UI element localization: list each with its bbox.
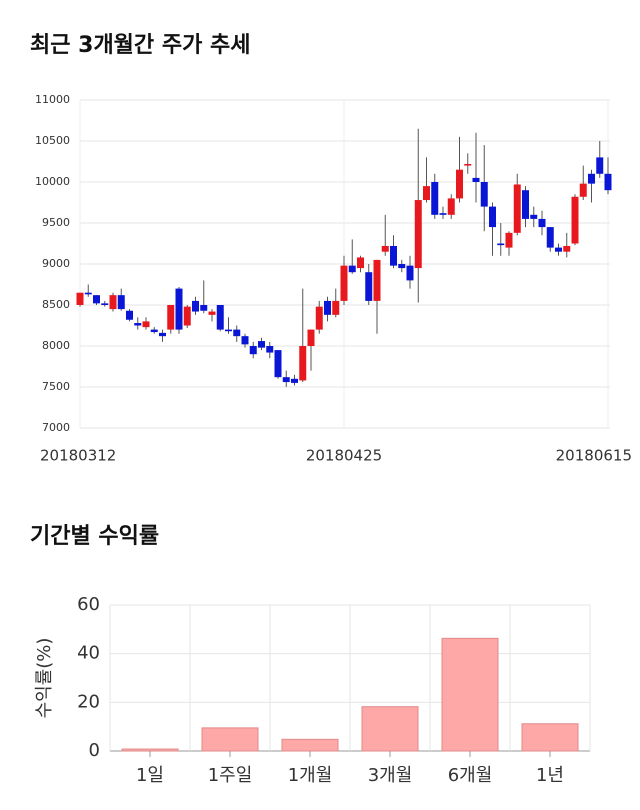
x-tick-label: 1년 <box>536 765 564 786</box>
candle-body <box>398 264 406 269</box>
candle-body <box>596 157 604 174</box>
candle-body <box>134 323 142 326</box>
candle-body <box>200 305 208 311</box>
candle-body <box>117 295 125 310</box>
candle-body <box>439 213 447 215</box>
candle-body <box>505 232 513 248</box>
candle-body <box>159 332 166 337</box>
y-tick-label: 0 <box>89 740 100 761</box>
candle-body <box>84 292 92 295</box>
candle-body <box>93 295 100 304</box>
candle-body <box>332 300 340 315</box>
candle-body <box>109 295 117 310</box>
candle-body <box>233 329 241 337</box>
y-tick-label: 11000 <box>35 93 70 106</box>
candle-body <box>365 272 373 301</box>
candle-body <box>291 378 298 383</box>
candle-body <box>324 300 331 315</box>
candle-body <box>571 196 579 244</box>
candle-body <box>390 245 397 266</box>
candle-body <box>208 311 216 315</box>
candle-body <box>588 173 595 184</box>
bar <box>521 723 579 752</box>
candle-body <box>348 265 356 273</box>
y-tick-label: 20 <box>77 691 100 712</box>
candle-body <box>579 183 587 197</box>
candle-body <box>282 377 290 383</box>
candle-body <box>216 305 224 330</box>
candle-body <box>258 341 265 348</box>
bar <box>281 738 339 752</box>
candle-body <box>414 200 422 269</box>
candle-body <box>513 184 521 233</box>
bar <box>361 706 419 752</box>
candle-body <box>472 177 480 182</box>
bar <box>441 637 499 752</box>
candle-body <box>192 300 199 312</box>
candle-body <box>225 329 232 332</box>
x-tick-label: 1주일 <box>208 765 253 786</box>
candle-body <box>555 247 562 252</box>
y-tick-label: 9500 <box>42 216 70 229</box>
candle-body <box>464 163 472 166</box>
candle-body <box>183 306 191 326</box>
candle-body <box>489 206 496 228</box>
x-tick-label: 20180615 <box>556 447 632 465</box>
candle-body <box>423 186 430 201</box>
candle-body <box>538 218 546 228</box>
candle-body <box>249 346 257 355</box>
candle-body <box>381 245 389 252</box>
candle-body <box>307 329 315 346</box>
y-tick-label: 10500 <box>35 134 70 147</box>
candle-body <box>167 305 175 330</box>
y-tick-label: 10000 <box>35 175 70 188</box>
candle-body <box>604 173 612 191</box>
candle-body <box>150 329 158 333</box>
candle-body <box>563 245 571 252</box>
x-tick-label: 1일 <box>136 765 164 786</box>
candle-body <box>175 288 183 330</box>
y-axis-label: 수익률(%) <box>34 638 55 719</box>
x-tick-label: 3개월 <box>368 765 413 786</box>
candle-body <box>76 292 84 305</box>
candle-body <box>480 182 488 207</box>
chart-title: 기간별 수익률 <box>30 524 159 549</box>
candle-body <box>447 198 455 215</box>
candle-body <box>373 259 381 301</box>
bar <box>121 748 179 752</box>
candle-body <box>357 257 364 269</box>
x-tick-label: 20180425 <box>306 447 382 465</box>
candle-body <box>315 306 323 330</box>
candle-body <box>522 190 529 219</box>
candle-body <box>299 346 307 381</box>
candle-body <box>530 214 538 219</box>
x-tick-label: 1개월 <box>288 765 333 786</box>
x-tick-label: 20180312 <box>40 447 116 465</box>
candle-body <box>456 169 463 199</box>
candle-body <box>101 303 109 305</box>
candle-body <box>431 182 439 215</box>
y-tick-label: 7000 <box>42 421 70 434</box>
y-tick-label: 7500 <box>42 380 70 393</box>
chart-title: 최근 3개월간 주가 추세 <box>30 33 250 58</box>
bar <box>201 727 259 752</box>
candle-body <box>126 310 133 320</box>
candle-body <box>241 336 249 345</box>
x-tick-label: 6개월 <box>448 765 493 786</box>
candle-body <box>340 265 348 301</box>
y-tick-label: 60 <box>77 594 100 615</box>
candle-body <box>142 321 150 328</box>
y-tick-label: 8500 <box>42 298 70 311</box>
y-tick-label: 9000 <box>42 257 70 270</box>
candle-body <box>546 227 554 248</box>
candle-body <box>266 346 274 353</box>
candle-body <box>497 243 505 246</box>
y-tick-label: 8000 <box>42 339 70 352</box>
candle-body <box>406 265 414 281</box>
y-tick-label: 40 <box>77 643 100 664</box>
candle-body <box>274 350 282 378</box>
